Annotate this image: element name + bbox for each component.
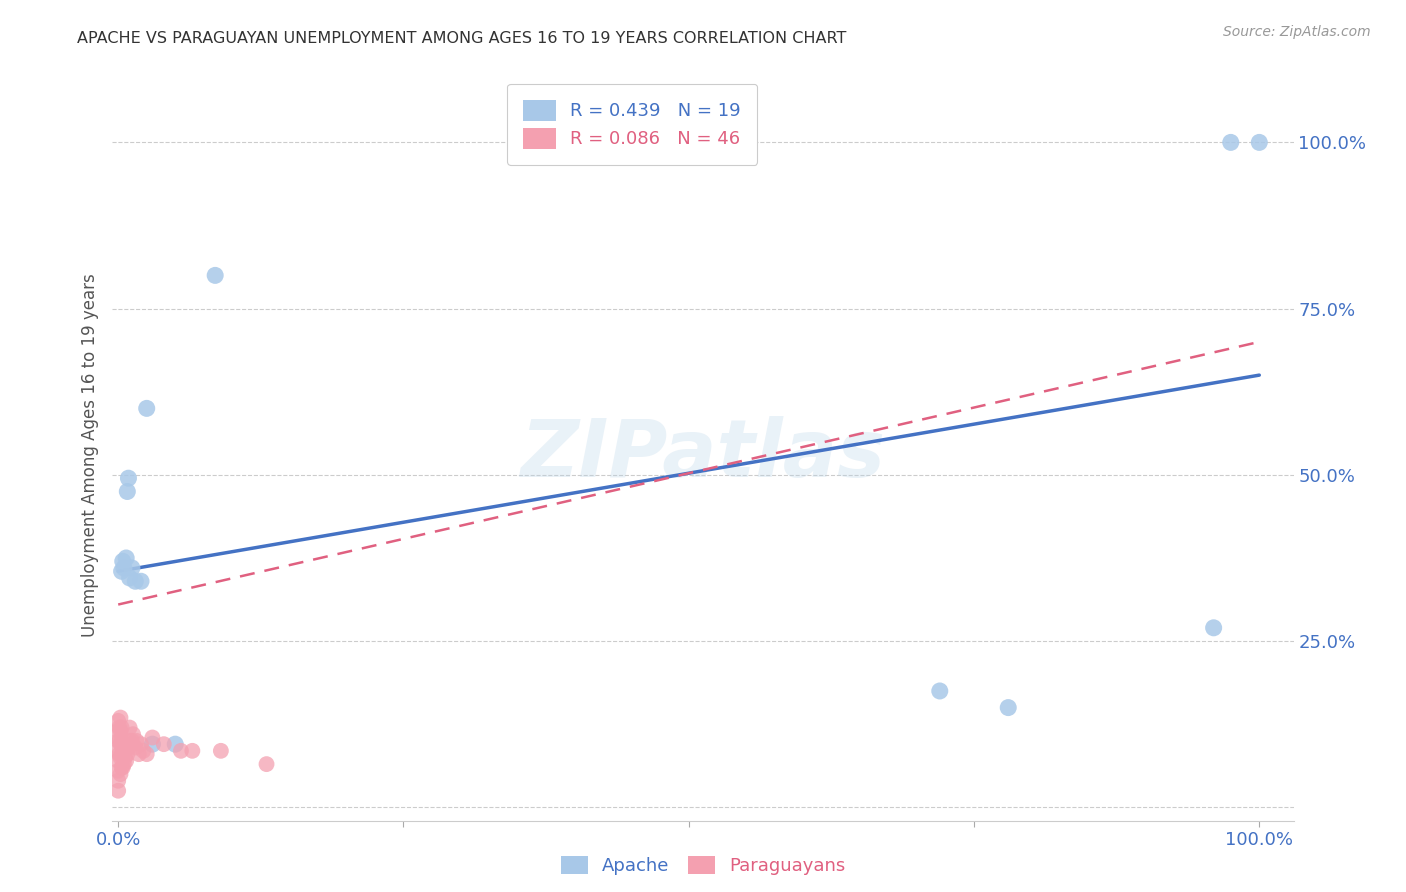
Point [107, 723, 129, 738]
Point [112, 757, 135, 772]
Point [132, 744, 155, 758]
Point [107, 783, 129, 797]
Point [111, 760, 134, 774]
Point [107, 714, 129, 728]
Point [124, 574, 146, 589]
Point [118, 721, 141, 735]
Point [115, 740, 138, 755]
Point [256, 757, 278, 772]
Legend: Apache, Paraguayans: Apache, Paraguayans [561, 855, 845, 875]
Point [114, 737, 136, 751]
Point [1249, 136, 1271, 150]
Legend: R = 0.439   N = 19, R = 0.086   N = 46: R = 0.439 N = 19, R = 0.086 N = 46 [508, 84, 758, 165]
Point [110, 723, 132, 738]
Point [107, 744, 129, 758]
Point [181, 744, 204, 758]
Point [117, 740, 139, 755]
Point [107, 764, 129, 778]
Point [128, 747, 150, 761]
Point [115, 754, 138, 768]
Text: Source: ZipAtlas.com: Source: ZipAtlas.com [1223, 25, 1371, 39]
Point [111, 554, 134, 568]
Point [153, 737, 176, 751]
Point [121, 734, 143, 748]
Point [110, 750, 132, 764]
Point [124, 740, 146, 755]
Point [110, 564, 132, 578]
Point [1219, 136, 1241, 150]
Point [209, 744, 232, 758]
Point [129, 737, 152, 751]
Point [135, 401, 157, 416]
Point [122, 727, 145, 741]
Point [135, 747, 157, 761]
Point [121, 561, 143, 575]
Point [107, 773, 129, 788]
Point [111, 747, 134, 761]
Point [112, 561, 135, 575]
Text: ZIPatlas: ZIPatlas [520, 416, 886, 494]
Point [108, 721, 131, 735]
Point [110, 710, 132, 724]
Point [928, 684, 950, 698]
Point [118, 571, 141, 585]
Point [117, 747, 139, 761]
Point [114, 750, 136, 764]
Point [170, 744, 193, 758]
Point [110, 734, 132, 748]
Text: APACHE VS PARAGUAYAN UNEMPLOYMENT AMONG AGES 16 TO 19 YEARS CORRELATION CHART: APACHE VS PARAGUAYAN UNEMPLOYMENT AMONG … [77, 31, 846, 46]
Point [107, 754, 129, 768]
Point [115, 551, 138, 566]
Point [110, 721, 132, 735]
Point [112, 744, 135, 758]
Point [141, 731, 163, 745]
Point [110, 767, 132, 781]
Point [141, 737, 163, 751]
Point [110, 737, 132, 751]
Point [118, 734, 141, 748]
Point [165, 737, 187, 751]
Point [110, 747, 132, 761]
Point [125, 734, 148, 748]
Point [117, 484, 139, 499]
Point [204, 268, 226, 283]
Point [1202, 621, 1225, 635]
Y-axis label: Unemployment Among Ages 16 to 19 years: Unemployment Among Ages 16 to 19 years [80, 273, 98, 637]
Point [997, 700, 1019, 714]
Point [129, 574, 152, 589]
Point [108, 734, 131, 748]
Point [107, 734, 129, 748]
Point [108, 747, 131, 761]
Point [110, 760, 132, 774]
Point [117, 471, 139, 485]
